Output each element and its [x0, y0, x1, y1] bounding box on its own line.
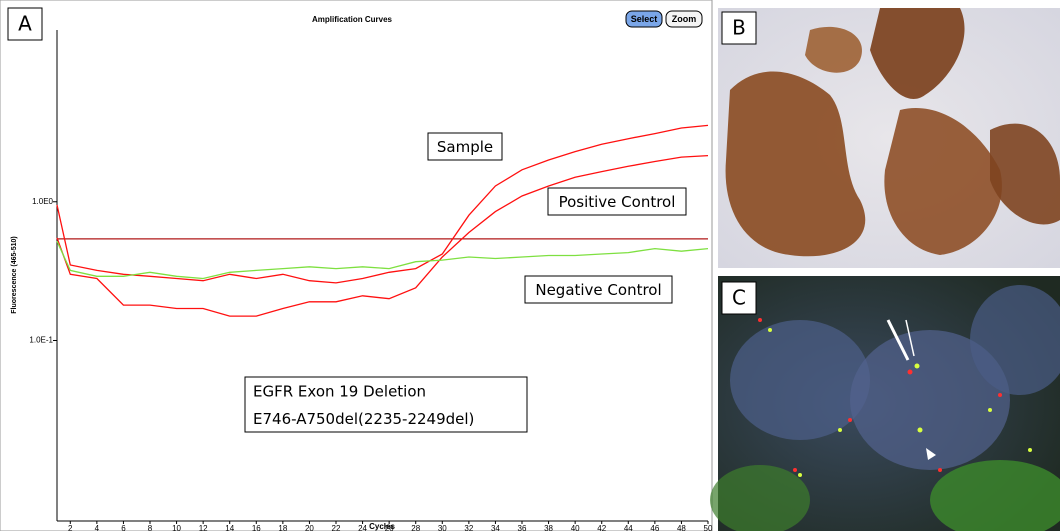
panel-a-frame — [0, 0, 712, 531]
x-tick-label: 20 — [305, 524, 314, 531]
x-tick-label: 32 — [464, 524, 473, 531]
x-tick-label: 12 — [199, 524, 208, 531]
figure: Amplification Curves Cycles Fluorescence… — [0, 0, 1060, 531]
x-tick-label: 48 — [677, 524, 686, 531]
x-tick-label: 30 — [438, 524, 447, 531]
button-label[interactable]: Select — [631, 14, 658, 24]
button-label[interactable]: Zoom — [672, 14, 697, 24]
x-tick-label: 6 — [121, 524, 126, 531]
page: Amplification Curves Cycles Fluorescence… — [0, 0, 1060, 531]
annotation-text: Positive Control — [559, 193, 676, 211]
x-tick-label: 18 — [278, 524, 287, 531]
x-tick-label: 16 — [252, 524, 261, 531]
panel-c-image — [710, 276, 1060, 531]
x-tick-label: 42 — [597, 524, 606, 531]
y-axis-label: Fluorescence (465-510) — [11, 236, 18, 313]
x-tick-label: 46 — [650, 524, 659, 531]
x-tick-label: 8 — [148, 524, 153, 531]
panel-b-image — [718, 8, 1060, 268]
annotation-text: Sample — [437, 138, 493, 156]
annotation-text: Negative Control — [535, 281, 661, 299]
x-tick-label: 28 — [411, 524, 420, 531]
x-tick-label: 2 — [68, 524, 73, 531]
x-tick-label: 24 — [358, 524, 367, 531]
x-tick-label: 4 — [95, 524, 100, 531]
x-tick-label: 22 — [332, 524, 341, 531]
y-tick-label: 1.0E-1 — [29, 336, 53, 345]
x-tick-label: 26 — [385, 524, 394, 531]
chart-title: Amplification Curves — [312, 15, 393, 24]
x-tick-label: 36 — [518, 524, 527, 531]
x-tick-label: 14 — [225, 524, 234, 531]
annotation-text: E746-A750del(2235-2249del) — [253, 410, 474, 428]
panel-label: B — [732, 16, 746, 40]
panel-label: C — [732, 286, 746, 310]
y-tick-label: 1.0E0 — [32, 197, 53, 206]
x-tick-label: 44 — [624, 524, 633, 531]
panel-label: A — [18, 12, 32, 36]
x-tick-label: 38 — [544, 524, 553, 531]
x-tick-label: 40 — [571, 524, 580, 531]
x-tick-label: 50 — [704, 524, 713, 531]
x-tick-label: 10 — [172, 524, 181, 531]
x-tick-label: 34 — [491, 524, 500, 531]
annotation-text: EGFR Exon 19 Deletion — [253, 382, 426, 400]
